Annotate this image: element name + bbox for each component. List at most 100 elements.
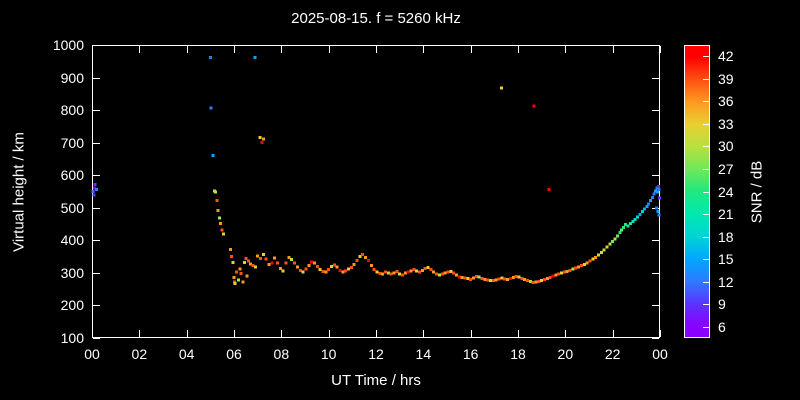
x-axis-label: UT Time / hrs [331, 372, 421, 389]
data-point [469, 277, 473, 281]
data-point [540, 279, 544, 283]
data-point [517, 275, 521, 279]
data-point [548, 275, 552, 279]
data-point [344, 269, 348, 273]
data-point [511, 275, 515, 279]
data-point [452, 271, 456, 275]
data-point [657, 213, 661, 217]
data-point [284, 261, 288, 265]
data-point [217, 216, 221, 220]
data-point [243, 261, 247, 264]
data-point [264, 257, 268, 261]
colorbar-tick-label: 33 [718, 115, 734, 132]
data-point [577, 265, 581, 269]
data-point [347, 267, 350, 271]
data-point [301, 270, 305, 274]
data-point [412, 268, 416, 272]
colorbar-tick-label: 21 [718, 206, 734, 223]
data-point [429, 268, 433, 272]
data-point [480, 276, 484, 280]
data-point [472, 276, 475, 280]
data-point [261, 253, 265, 257]
data-point [474, 275, 478, 278]
data-point [547, 188, 551, 191]
data-point [208, 55, 212, 59]
data-point [657, 196, 661, 200]
data-point [310, 260, 314, 264]
data-point [253, 55, 257, 59]
data-point [260, 141, 264, 145]
data-point [633, 218, 637, 221]
data-point [432, 270, 436, 274]
data-point [574, 266, 578, 270]
data-point [420, 268, 424, 272]
data-point [426, 266, 430, 270]
data-point [640, 210, 644, 214]
data-point [551, 274, 555, 278]
data-point [597, 253, 600, 257]
data-point [645, 205, 649, 208]
colorbar-tick-label: 39 [718, 70, 734, 87]
data-point [392, 271, 396, 275]
data-point [528, 280, 532, 284]
y-tick-label: 400 [60, 232, 84, 249]
data-point [290, 258, 294, 261]
colorbar-tick-label: 18 [718, 228, 734, 245]
data-point [537, 279, 541, 283]
data-point [230, 255, 234, 259]
data-point [216, 208, 220, 212]
data-point [636, 215, 639, 219]
data-point [209, 106, 213, 110]
data-point [647, 202, 651, 206]
colorbar-tick-label: 42 [718, 48, 734, 65]
data-point [486, 278, 490, 282]
data-point [620, 228, 624, 232]
data-point [267, 262, 271, 266]
data-point [457, 275, 461, 279]
data-point [389, 272, 393, 276]
x-tick-label: 20 [557, 346, 574, 362]
data-point [92, 186, 96, 190]
data-point [253, 265, 257, 269]
data-point [313, 261, 316, 265]
data-point [599, 251, 603, 255]
data-point [643, 207, 647, 211]
data-point [278, 267, 282, 271]
data-point [234, 270, 238, 274]
x-tick-label: 18 [510, 346, 526, 362]
data-point [349, 266, 353, 270]
data-point [307, 264, 311, 268]
x-tick-label: 08 [273, 346, 290, 362]
data-point [247, 259, 251, 263]
data-point [560, 271, 563, 275]
data-point [654, 189, 658, 193]
y-tick-label: 200 [60, 297, 84, 314]
data-point [273, 256, 277, 260]
data-point [221, 232, 225, 236]
data-point [233, 281, 237, 285]
data-point [554, 273, 558, 277]
data-point [591, 257, 595, 261]
data-point [395, 270, 399, 274]
data-point [506, 278, 510, 282]
data-point [483, 277, 487, 281]
data-point [631, 220, 635, 223]
data-point [656, 184, 660, 188]
data-point [499, 86, 503, 90]
x-tick-label: 12 [368, 346, 384, 362]
data-point [638, 212, 642, 216]
x-tick-label: 02 [131, 346, 148, 362]
data-point [423, 266, 427, 270]
data-point [526, 279, 529, 283]
data-point [241, 280, 245, 284]
y-tick-label: 700 [60, 134, 84, 151]
x-tick-label: 06 [226, 346, 242, 362]
data-point [318, 268, 322, 272]
data-point [568, 268, 572, 272]
y-tick-label: 500 [60, 199, 84, 216]
data-point [352, 262, 356, 266]
data-point [215, 199, 219, 203]
data-point [497, 277, 501, 281]
